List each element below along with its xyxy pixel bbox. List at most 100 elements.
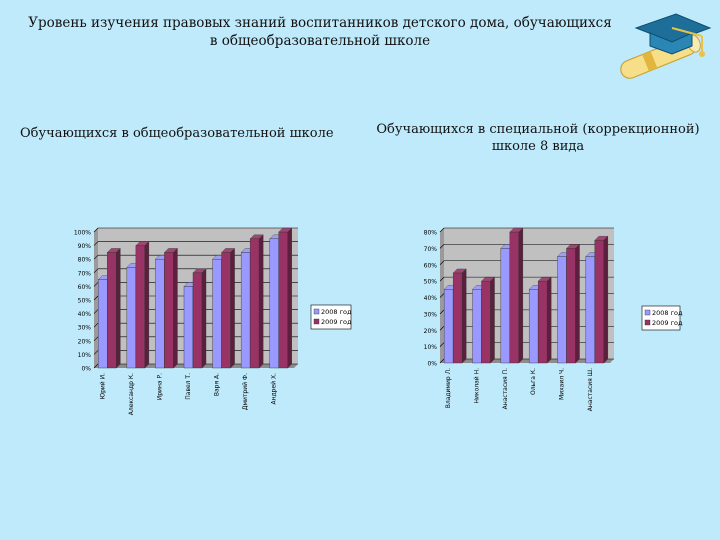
y-tick-label: 20% xyxy=(424,328,438,335)
gridline-side xyxy=(93,282,99,287)
bar xyxy=(135,245,146,369)
x-tick-label: Андрей Х. xyxy=(271,373,278,405)
bar-side xyxy=(258,234,264,369)
x-tick-label: Юрий И. xyxy=(99,373,106,399)
bar-side xyxy=(490,276,495,364)
x-tick-label: Николай Н. xyxy=(474,368,481,404)
x-tick-label: Ирина Р. xyxy=(156,373,163,400)
bar xyxy=(221,252,231,369)
y-tick-label: 50% xyxy=(424,279,438,286)
gridline-side xyxy=(93,241,99,246)
bar-side xyxy=(173,247,178,369)
gridline-side xyxy=(93,227,99,233)
bar xyxy=(107,252,117,369)
bar xyxy=(566,248,576,364)
slide-title-line2: в общеобразовательной школе xyxy=(209,33,431,49)
bar-side xyxy=(230,247,235,369)
gridline-side xyxy=(93,268,99,274)
bar-side xyxy=(144,241,150,369)
gridline-side xyxy=(93,322,99,328)
x-tick-label: Александр К. xyxy=(128,373,135,415)
bar xyxy=(481,280,491,364)
bar-side xyxy=(575,243,580,364)
slide-title: Уровень изучения правовых знаний воспита… xyxy=(20,14,620,50)
y-tick-label: 0% xyxy=(427,361,437,368)
bar xyxy=(192,272,203,369)
bar-side xyxy=(603,235,609,364)
x-tick-label: Павел Т. xyxy=(185,373,192,400)
x-tick-label: Михаил Ч. xyxy=(559,368,566,400)
subtitle-right-line1: Обучающихся в специальной (коррекционной… xyxy=(376,122,700,137)
bar xyxy=(126,267,137,369)
bar xyxy=(278,231,288,369)
legend-label: 2008 год xyxy=(321,308,352,316)
bar xyxy=(155,259,165,369)
y-tick-label: 50% xyxy=(78,298,92,305)
bar xyxy=(585,256,596,364)
y-tick-label: 100% xyxy=(74,230,91,237)
gridline-side xyxy=(93,363,99,369)
y-tick-label: 90% xyxy=(78,243,92,250)
gridline-side xyxy=(439,276,445,282)
gridline-side xyxy=(439,309,445,315)
bar xyxy=(528,289,539,364)
bar xyxy=(183,286,194,369)
legend-label: 2009 год xyxy=(652,319,683,327)
bar-side xyxy=(287,227,292,369)
legend-swatch xyxy=(644,309,651,316)
bar-chart-general-school: 0% 10% 20% 30% 40% 50% 60% 70% 80% 90% 100% Юрий И.… xyxy=(74,227,352,415)
y-tick-label: 30% xyxy=(424,311,438,318)
bar xyxy=(98,279,108,369)
legend-label: 2008 год xyxy=(652,309,683,317)
bar xyxy=(594,239,605,364)
bar xyxy=(509,231,520,364)
y-tick-label: 60% xyxy=(424,262,438,269)
bar xyxy=(443,289,454,364)
legend-swatch xyxy=(313,308,320,315)
x-tick-label: Дмитрий Ф. xyxy=(242,373,249,410)
gridline-side xyxy=(439,260,445,265)
bar-chart-special-school: 0% 10% 20% 30% 40% 50% 60% 70% 80% Владимир Л. Ник… xyxy=(424,227,683,411)
gridline-side xyxy=(93,336,99,342)
bar xyxy=(249,238,260,369)
y-tick-label: 20% xyxy=(78,338,92,345)
subtitle-right: Обучающихся в специальной (коррекционной… xyxy=(370,121,706,155)
y-tick-label: 80% xyxy=(78,257,92,264)
gridline-side xyxy=(439,326,445,331)
bar-side xyxy=(546,276,552,364)
gridline-side xyxy=(439,342,445,347)
y-tick-label: 70% xyxy=(78,270,92,277)
legend: 2008 год 2009 год xyxy=(310,304,352,330)
legend-swatch xyxy=(313,318,320,325)
bar xyxy=(240,252,251,369)
y-tick-label: 10% xyxy=(78,352,92,359)
y-tick-label: 0% xyxy=(81,366,91,373)
legend-label: 2009 год xyxy=(321,318,352,326)
x-tick-label: Варя А. xyxy=(214,373,221,396)
gridline-side xyxy=(93,350,99,355)
gridline-side xyxy=(93,254,99,260)
legend: 2008 год 2009 год xyxy=(641,305,683,331)
y-tick-label: 40% xyxy=(424,295,438,302)
x-tick-label: Владимир Л. xyxy=(445,368,452,408)
gridline-side xyxy=(439,227,445,233)
gridline-side xyxy=(439,358,445,364)
bar xyxy=(212,259,222,369)
gridline-side xyxy=(439,293,445,298)
bar-side xyxy=(461,268,467,364)
y-tick-label: 80% xyxy=(424,230,438,237)
y-tick-label: 70% xyxy=(424,246,438,253)
gridline-side xyxy=(439,244,445,249)
bar-side xyxy=(116,247,121,369)
bar xyxy=(269,238,279,369)
bar xyxy=(537,280,548,364)
legend-swatch xyxy=(644,319,651,326)
y-tick-label: 60% xyxy=(78,284,92,291)
gridline-side xyxy=(93,295,99,301)
gridline-side xyxy=(93,309,99,314)
subtitle-right-line2: школе 8 вида xyxy=(491,139,585,154)
bar xyxy=(164,252,174,369)
bar xyxy=(452,272,463,364)
bar xyxy=(500,248,511,364)
bar xyxy=(557,256,567,364)
